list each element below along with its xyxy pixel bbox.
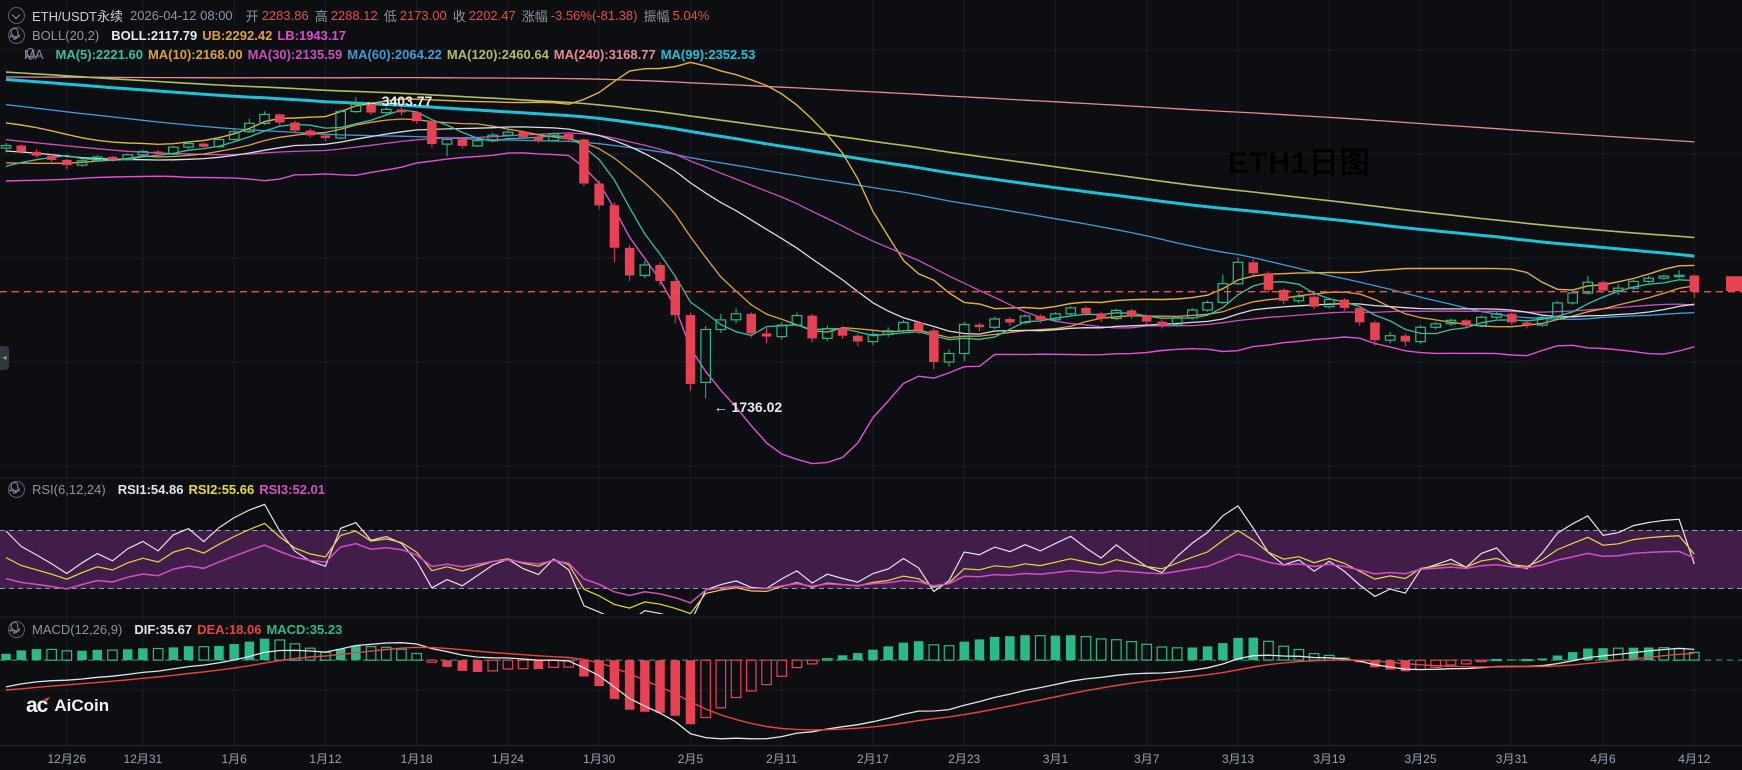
ohlc-field-value: 2202.47 (468, 8, 516, 23)
x-axis-label: 3月13 (1221, 752, 1255, 766)
macd-values: DIF:35.67 DEA:18.06 MACD:35.23 (129, 622, 342, 637)
x-axis-label: 3月31 (1495, 752, 1528, 766)
x-axis-label: 12月31 (123, 752, 163, 766)
x-axis-label: 1月18 (400, 752, 433, 766)
ohlc-field-value: 2283.86 (261, 8, 309, 23)
legend-value: RSI1:54.86 (117, 482, 184, 497)
x-axis[interactable]: 12月26 12月31 1月6 1月12 1月18 1月24 1月30 2月5 2月11 2月17… (0, 745, 1742, 770)
x-axis-label: 3月25 (1404, 752, 1437, 766)
rsi-band (0, 530, 1742, 589)
logo-word: AiCoin (54, 696, 110, 715)
legend-value: BOLL:2117.79 (111, 28, 198, 43)
ohlc-fields: 开 2283.86 高 2288.12 低 2173.00 收 2202.47 涨幅 -3.56%… (240, 6, 710, 25)
legend-value: MA(120):2460.64 (446, 47, 549, 62)
x-axis-label: 3月7 (1134, 752, 1160, 766)
ohlc-field-label: 开 (245, 9, 259, 24)
x-axis-label: 12月26 (47, 752, 87, 766)
ohlc-field-value: 2288.12 (330, 8, 378, 23)
alert-bell-icon[interactable] (8, 621, 21, 635)
x-axis-label: 4月12 (1678, 752, 1711, 766)
macd-pane (0, 635, 1742, 740)
rsi-pane (5, 503, 1695, 614)
symbol-title: ETH/USDT永续 (32, 9, 124, 24)
legend-value: RSI2:55.66 (188, 482, 255, 497)
low-annotation: ← 1736.02 (714, 399, 783, 415)
x-axis-label: 1月30 (583, 752, 616, 766)
main-chart-header: ETH/USDT永续 2026-04-12 08:00 开 2283.86 高 228… (8, 6, 709, 25)
alert-bell-icon[interactable] (8, 27, 21, 41)
boll-legend-row: BOLL(20,2) BOLL:2117.79 UB:2292.42 LB:1943… (8, 27, 346, 44)
ohlc-field-value: 5.04% (672, 8, 710, 23)
x-axis-label: 2月23 (948, 752, 981, 766)
legend-value: MA(30):2135.59 (247, 47, 343, 62)
indicator-name: MACD(12,26,9) (32, 622, 123, 637)
ohlc-field-value: 2173.00 (399, 8, 447, 23)
watermark-text: ETH1日图 (1228, 147, 1371, 180)
x-axis-label: 2月17 (856, 752, 889, 766)
logo-mark: ac (26, 694, 51, 718)
collapse-chevron-icon[interactable] (8, 7, 25, 24)
ma-values: MA(5):2221.60 MA(10):2168.00 MA(30):2135.5… (51, 47, 756, 62)
candles (0, 97, 1742, 399)
partial-edge-candle (1726, 276, 1742, 292)
legend-value: MA(5):2221.60 (55, 47, 143, 62)
alert-bell-icon[interactable] (24, 47, 37, 61)
aicoin-logo: ac AiCoin (26, 694, 109, 718)
rsi-values: RSI1:54.86 RSI2:55.66 RSI3:52.01 (113, 482, 325, 497)
boll-values: BOLL:2117.79 UB:2292.42 LB:1943.17 (106, 28, 346, 43)
legend-value: LB:1943.17 (277, 28, 346, 43)
x-axis-label: 2月5 (677, 752, 704, 766)
x-axis-label: 3月1 (1042, 752, 1069, 766)
legend-value: MA(60):2064.22 (347, 47, 442, 62)
ohlc-field-label: 高 (314, 9, 328, 24)
ma-legend-row: MA MA(5):2221.60 MA(10):2168.00 MA(30):213… (24, 47, 755, 62)
indicator-name: RSI(6,12,24) (32, 482, 106, 497)
legend-value: MA(99):2352.53 (660, 47, 756, 62)
alert-bell-icon[interactable] (8, 481, 21, 495)
x-axis-label: 2月11 (766, 752, 798, 766)
datetime: 2026-04-12 08:00 (130, 8, 233, 23)
indicator-name: BOLL(20,2) (32, 28, 100, 43)
legend-value: RSI3:52.01 (259, 482, 325, 497)
macd-pane-header: MACD(12,26,9) DIF:35.67 DEA:18.06 MACD:35.… (8, 621, 342, 638)
x-axis-label: 4月6 (1590, 752, 1616, 766)
legend-value: MA(10):2168.00 (147, 47, 243, 62)
x-axis-label: 3月19 (1313, 752, 1346, 766)
logo-red-accent (44, 694, 51, 702)
legend-value: UB:2292.42 (202, 28, 273, 43)
ohlc-field-value: -3.56%(-81.38) (550, 8, 638, 23)
x-axis-label: 1月24 (491, 752, 524, 766)
legend-value: DIF:35.67 (134, 622, 193, 637)
ohlc-field-label: 涨幅 (521, 9, 548, 24)
legend-value: MACD:35.23 (266, 622, 343, 637)
legend-value: DEA:18.06 (197, 622, 262, 637)
ohlc-field-label: 收 (452, 9, 466, 24)
collapse-chevron-icon[interactable] (8, 27, 25, 44)
main-pane-overlays (0, 61, 1742, 465)
left-collapse-tab[interactable]: ◂ (0, 346, 9, 370)
legend-value: MA(240):3168.77 (553, 47, 656, 62)
ohlc-field-label: 振幅 (643, 9, 670, 24)
x-axis-label: 1月6 (221, 752, 247, 766)
rsi-pane-header: RSI(6,12,24) RSI1:54.86 RSI2:55.66 RSI3:52… (8, 481, 325, 498)
collapse-chevron-icon[interactable] (8, 481, 25, 498)
high-annotation: ← 3403.77 (364, 93, 433, 109)
collapse-chevron-icon[interactable] (8, 621, 25, 638)
x-axis-label: 1月12 (309, 752, 342, 766)
ohlc-field-label: 低 (383, 9, 397, 24)
